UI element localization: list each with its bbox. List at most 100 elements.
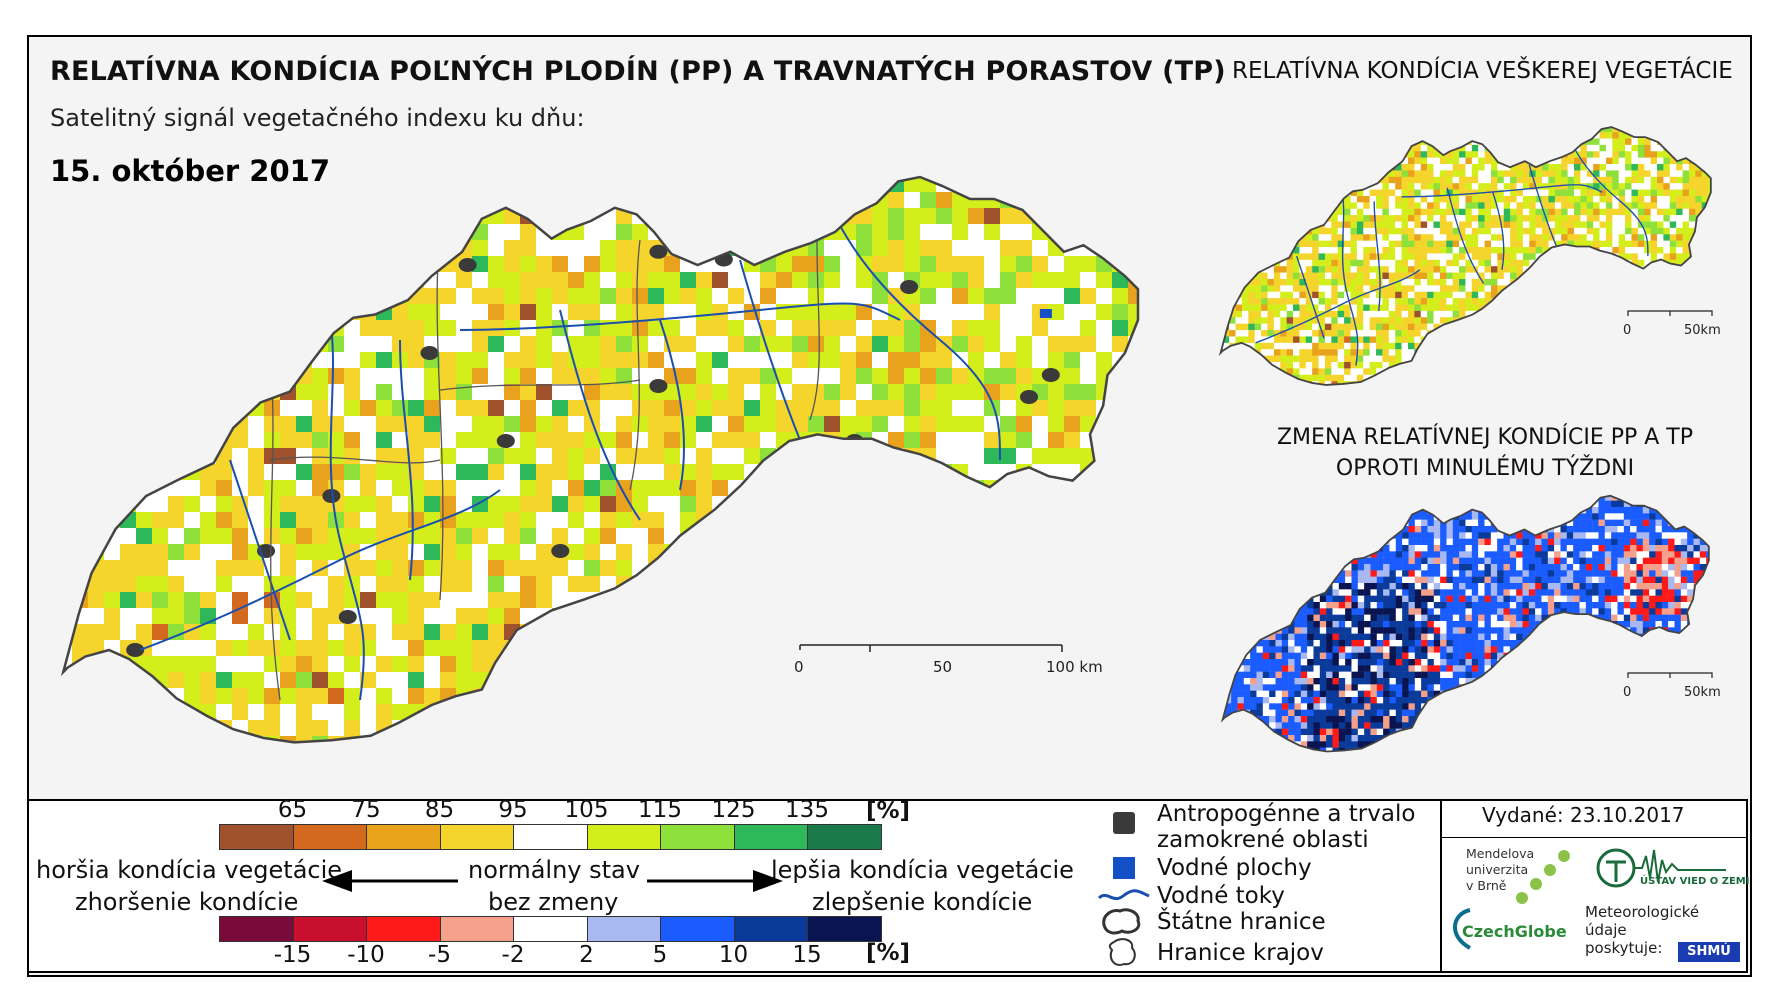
vegetation-cell — [1561, 176, 1568, 184]
condition-cell — [72, 304, 89, 321]
condition-cell — [152, 177, 169, 193]
vegetation-cell — [1369, 234, 1377, 241]
condition-cell — [120, 544, 137, 561]
condition-cell — [120, 784, 137, 790]
condition-cell — [1000, 224, 1017, 241]
condition-cell — [1128, 304, 1138, 321]
condition-cell — [888, 464, 905, 481]
condition-cell — [920, 208, 937, 225]
condition-cell — [248, 464, 265, 481]
condition-cell — [120, 240, 137, 257]
vegetation-cell — [1497, 272, 1504, 280]
condition-cell — [456, 784, 473, 790]
vegetation-cell — [1363, 215, 1370, 222]
vegetation-cell — [1350, 151, 1358, 158]
condition-cell — [328, 672, 345, 689]
vegetation-cell — [1497, 127, 1504, 133]
condition-cell — [488, 752, 505, 769]
condition-cell — [568, 160, 585, 177]
vegetation-cell — [1376, 151, 1383, 158]
condition-cell — [712, 320, 729, 337]
vegetation-cell — [1356, 170, 1364, 178]
condition-cell — [63, 368, 73, 385]
vegetation-cell — [1688, 138, 1696, 146]
condition-cell — [776, 528, 793, 545]
vegetation-cell — [1344, 157, 1351, 165]
condition-cell — [760, 240, 777, 257]
condition-cell — [1160, 352, 1177, 369]
condition-cell — [312, 672, 329, 689]
vegetation-cell — [1471, 157, 1479, 165]
condition-cell — [632, 208, 649, 225]
condition-cell — [1080, 304, 1097, 321]
condition-cell — [248, 384, 265, 401]
vegetation-cell — [1395, 234, 1402, 241]
vegetation-cell — [1280, 202, 1287, 209]
vegetation-cell — [1727, 202, 1730, 209]
condition-cell — [600, 384, 617, 401]
vegetation-cell — [1235, 272, 1243, 280]
condition-cell — [456, 336, 473, 353]
condition-cell — [376, 688, 393, 705]
vegetation-cell — [1516, 253, 1524, 261]
vegetation-cell — [1701, 183, 1709, 190]
anthropogenic-area — [1020, 390, 1038, 404]
vegetation-cell — [1286, 170, 1294, 178]
condition-cell — [744, 768, 761, 785]
vegetation-cell — [1369, 215, 1377, 222]
vegetation-cell — [1363, 164, 1370, 171]
condition-cell — [296, 304, 313, 321]
vegetation-cell — [1478, 176, 1485, 184]
vegetation-cell — [1637, 195, 1645, 203]
condition-cell — [680, 624, 697, 641]
vegetation-cell — [1222, 164, 1230, 171]
condition-cell — [728, 160, 745, 177]
condition-cell — [440, 496, 457, 513]
condition-cell — [616, 288, 633, 305]
vegetation-cell — [1503, 240, 1511, 248]
condition-cell — [472, 464, 489, 481]
vegetation-cell — [1484, 157, 1492, 165]
condition-cell — [504, 640, 521, 657]
condition-cell — [120, 736, 137, 743]
condition-cell — [504, 752, 521, 769]
condition-cell — [248, 272, 265, 289]
vegetation-cell — [1376, 170, 1383, 178]
condition-cell — [440, 177, 457, 193]
condition-cell — [1080, 784, 1097, 790]
vegetation-cell — [1293, 278, 1300, 286]
vegetation-cell — [1682, 176, 1690, 184]
condition-cell — [472, 640, 489, 657]
vegetation-cell — [1241, 240, 1249, 248]
vegetation-cell — [1299, 151, 1307, 158]
vegetation-cell — [1503, 221, 1511, 229]
vegetation-cell — [1427, 266, 1434, 273]
condition-cell — [872, 416, 889, 433]
condition-cell — [88, 704, 105, 721]
vegetation-cell — [1683, 119, 1690, 126]
condition-cell — [648, 720, 665, 737]
vegetation-cell — [1420, 253, 1428, 261]
condition-cell — [984, 592, 1001, 609]
condition-cell — [600, 720, 617, 737]
vegetation-cell — [1689, 119, 1696, 126]
condition-cell — [872, 720, 889, 737]
condition-cell — [232, 208, 249, 225]
condition-cell — [680, 704, 697, 721]
vegetation-cell — [1369, 272, 1377, 280]
condition-cell — [248, 704, 265, 721]
vegetation-cell — [1363, 202, 1370, 209]
condition-cell — [136, 368, 153, 385]
condition-cell — [1128, 592, 1138, 609]
vegetation-cell — [1305, 127, 1313, 133]
condition-cell — [264, 177, 281, 193]
condition-cell — [376, 288, 393, 305]
condition-cell — [312, 177, 329, 193]
condition-cell — [232, 352, 249, 369]
condition-cell — [152, 688, 169, 705]
vegetation-cell — [1472, 119, 1479, 126]
condition-cell — [232, 576, 249, 593]
condition-cell — [744, 592, 761, 609]
vegetation-cell — [1567, 266, 1575, 273]
condition-cell — [760, 640, 777, 657]
